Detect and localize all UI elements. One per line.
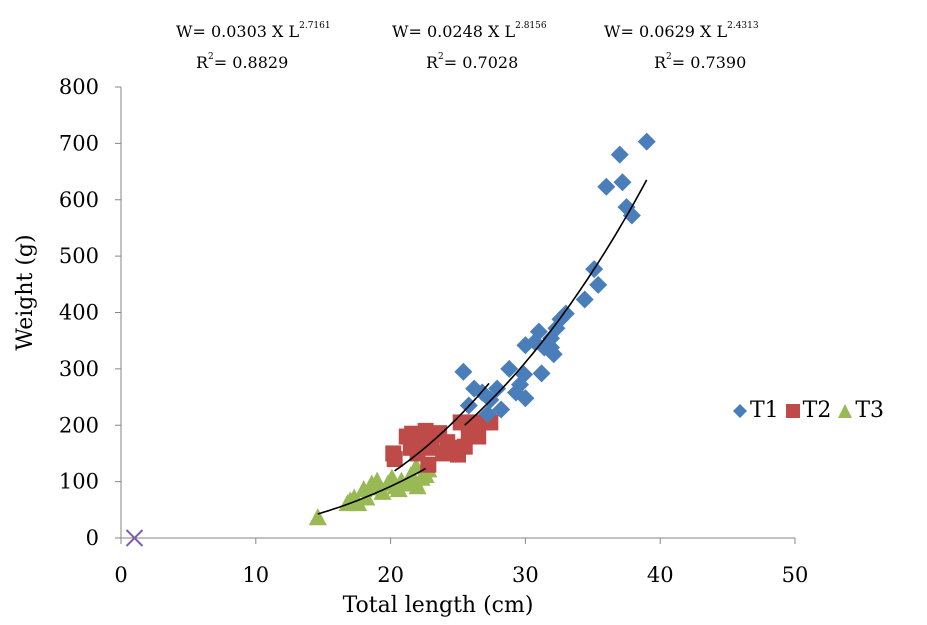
data-point-t1	[589, 275, 608, 294]
y-tick-label: 200	[59, 413, 99, 437]
equation-t1-base: W= 0.0303 X L	[176, 22, 300, 41]
data-point-t1	[454, 362, 473, 381]
trendline-t2	[394, 382, 490, 472]
r2-t3-base: R	[654, 53, 667, 72]
trendline-t3	[317, 467, 426, 515]
y-tick-label: 700	[59, 131, 99, 155]
x-tick-label: 50	[782, 563, 809, 587]
legend-label-t1: T1	[750, 398, 779, 423]
y-tick-label: 100	[59, 470, 99, 494]
data-point-t2	[464, 414, 481, 431]
data-point-t1	[516, 389, 535, 408]
equation-t2-base: W= 0.0248 X L	[392, 22, 516, 41]
r2-t3-sup: 2	[666, 52, 672, 62]
legend-item-t1: T1	[732, 398, 779, 423]
r2-t1: R2= 0.8829	[196, 52, 288, 72]
data-point-t2	[456, 438, 473, 455]
data-point-t1	[597, 177, 616, 196]
data-point-t1	[478, 404, 497, 423]
trendline-t1	[464, 179, 648, 426]
x-tick-label: 10	[242, 563, 269, 587]
equation-t3-base: W= 0.0629 X L	[604, 22, 728, 41]
equation-t1-exponent: 2.7161	[299, 21, 331, 31]
data-point-t2	[423, 439, 440, 456]
r2-t1-sup: 2	[208, 52, 214, 62]
x-tick-label: 40	[647, 563, 674, 587]
y-tick-label: 0	[86, 526, 99, 550]
equation-t2-exponent: 2.8156	[515, 21, 547, 31]
data-point-t1	[488, 379, 507, 398]
legend-item-t3: T3	[837, 398, 884, 423]
data-point-t1	[575, 290, 594, 309]
legend-marker-t1	[733, 403, 747, 418]
y-tick-label: 400	[59, 301, 99, 325]
data-point-marker	[125, 529, 144, 547]
legend-marker-t3	[838, 403, 853, 418]
data-point-t2	[470, 428, 487, 445]
legend-item-t2: T2	[785, 398, 832, 423]
r2-t2-sup: 2	[438, 52, 444, 62]
equation-t3: W= 0.0629 X L2.4313	[604, 21, 759, 41]
x-axis-label: Total length (cm)	[343, 593, 534, 618]
y-tick-label: 600	[59, 188, 99, 212]
r2-t2: R2= 0.7028	[426, 52, 518, 72]
data-point-t2	[386, 451, 403, 468]
data-point-t3	[308, 508, 327, 526]
data-point-t3	[389, 480, 408, 498]
data-point-t1	[556, 304, 575, 323]
legend-label-t3: T3	[855, 398, 885, 423]
y-tick-label: 500	[59, 244, 99, 268]
data-point-t1	[500, 359, 519, 378]
r2-t2-base: R	[426, 53, 439, 72]
legend-label-t2: T2	[802, 398, 832, 423]
legend-marker-t2	[785, 403, 800, 418]
x-tick-label: 0	[114, 563, 127, 587]
data-point-t1	[622, 206, 641, 225]
r2-t1-base: R	[196, 53, 209, 72]
y-axis-label: Weight (g)	[13, 234, 38, 350]
x-tick-label: 20	[377, 563, 404, 587]
y-tick-label: 300	[59, 357, 99, 381]
equation-t2: W= 0.0248 X L2.8156	[392, 21, 547, 41]
data-point-t1	[544, 345, 563, 364]
y-tick-label: 800	[59, 75, 99, 99]
data-point-t2	[417, 422, 434, 439]
r2-t2-value: = 0.7028	[443, 53, 519, 72]
data-point-t1	[610, 145, 629, 164]
data-point-t1	[637, 132, 656, 151]
r2-t3: R2= 0.7390	[654, 52, 746, 72]
x-tick-label: 30	[512, 563, 539, 587]
r2-t3-value: = 0.7390	[671, 53, 747, 72]
legend: T1 T2 T3	[732, 398, 890, 423]
data-point-t1	[532, 364, 551, 383]
equation-t3-exponent: 2.4313	[727, 21, 759, 31]
equation-t1: W= 0.0303 X L2.7161	[176, 21, 331, 41]
data-point-t1	[613, 173, 632, 192]
r2-t1-value: = 0.8829	[213, 53, 289, 72]
data-point-t1	[529, 322, 548, 341]
data-point-t2	[402, 439, 419, 456]
